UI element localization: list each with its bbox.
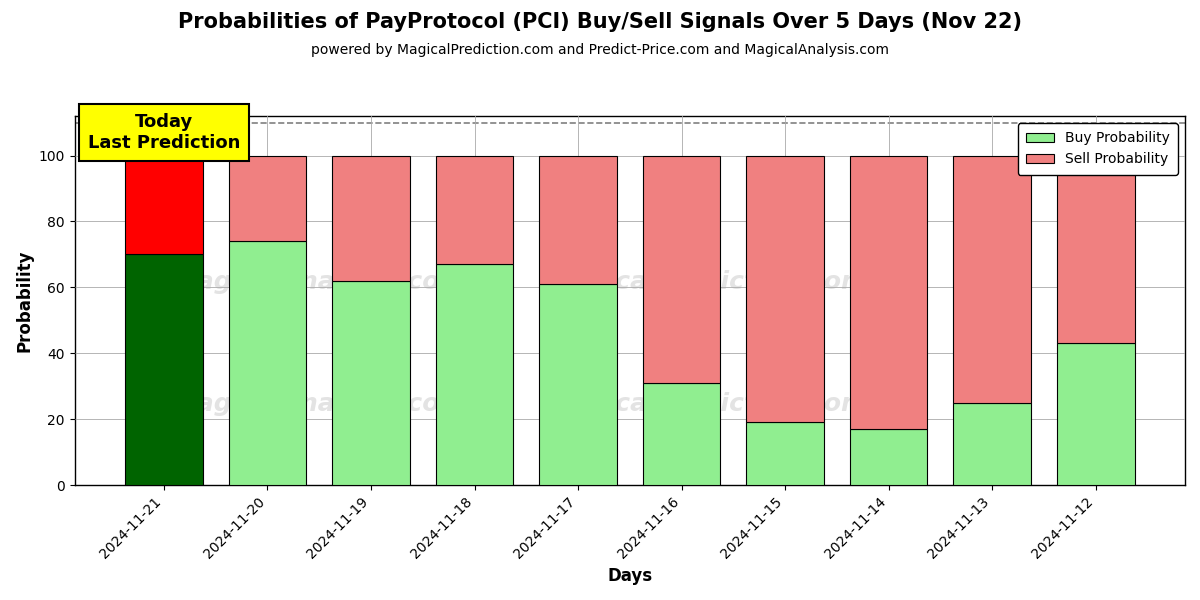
Bar <box>643 155 720 383</box>
Text: MagicalPrediction.com: MagicalPrediction.com <box>547 392 868 416</box>
X-axis label: Days: Days <box>607 567 653 585</box>
Text: Today
Last Prediction: Today Last Prediction <box>88 113 240 152</box>
Bar <box>125 254 203 485</box>
Bar <box>539 284 617 485</box>
Bar <box>539 155 617 284</box>
Bar <box>125 155 203 254</box>
Bar <box>643 383 720 485</box>
Bar <box>332 155 410 281</box>
Bar <box>229 241 306 485</box>
Bar <box>746 155 824 422</box>
Bar <box>436 264 514 485</box>
Bar <box>1057 155 1134 343</box>
Bar <box>229 155 306 241</box>
Text: MagicalAnalysis.com: MagicalAnalysis.com <box>173 392 466 416</box>
Bar <box>953 403 1031 485</box>
Bar <box>953 155 1031 403</box>
Bar <box>436 155 514 264</box>
Text: Probabilities of PayProtocol (PCI) Buy/Sell Signals Over 5 Days (Nov 22): Probabilities of PayProtocol (PCI) Buy/S… <box>178 12 1022 32</box>
Bar <box>746 422 824 485</box>
Bar <box>332 281 410 485</box>
Bar <box>850 429 928 485</box>
Legend: Buy Probability, Sell Probability: Buy Probability, Sell Probability <box>1018 123 1178 175</box>
Text: MagicalAnalysis.com: MagicalAnalysis.com <box>173 270 466 294</box>
Bar <box>1057 343 1134 485</box>
Bar <box>850 155 928 429</box>
Text: powered by MagicalPrediction.com and Predict-Price.com and MagicalAnalysis.com: powered by MagicalPrediction.com and Pre… <box>311 43 889 57</box>
Text: MagicalPrediction.com: MagicalPrediction.com <box>547 270 868 294</box>
Y-axis label: Probability: Probability <box>16 249 34 352</box>
